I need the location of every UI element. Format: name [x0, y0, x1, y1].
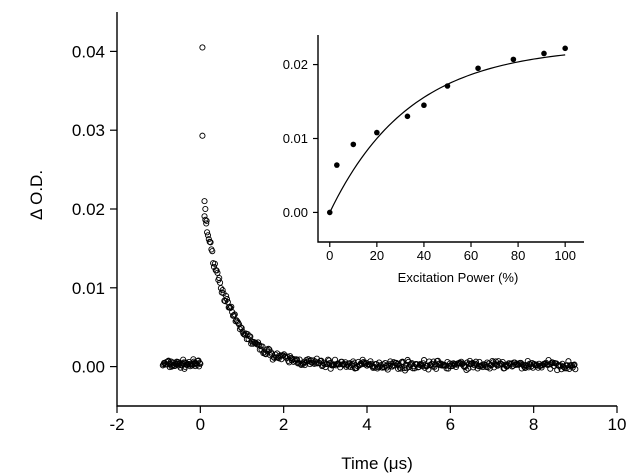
data-point [209, 248, 216, 255]
inset-plot: 0 20 40 60 80 100 0.00 0.01 0.02 Excitation Power… [283, 35, 584, 285]
data-point [201, 213, 208, 220]
x-tick-label: 100 [554, 248, 576, 263]
data-point [214, 269, 221, 276]
x-tick-label: 2 [279, 415, 288, 434]
x-tick-label: -2 [109, 415, 124, 434]
x-tick-label: 0 [196, 415, 205, 434]
y-axis-title: Δ O.D. [27, 170, 46, 220]
data-point [396, 364, 403, 371]
y-tick-label: 0.01 [283, 131, 308, 146]
data-point [240, 330, 247, 337]
data-point [259, 343, 266, 350]
data-point [234, 318, 241, 325]
inset-data-point [334, 162, 340, 168]
inset-data-point [475, 65, 481, 72]
data-point [471, 362, 478, 369]
data-point [421, 357, 428, 364]
data-point [231, 311, 238, 318]
data-point [472, 358, 479, 365]
data-point [223, 293, 230, 300]
inset-data-point [444, 83, 451, 89]
data-point [230, 312, 237, 319]
data-point [513, 360, 520, 367]
y-tick-label: 0.03 [72, 121, 105, 140]
inset-x-axis-title: Excitation Power (%) [398, 270, 519, 285]
data-point [567, 362, 575, 369]
data-point [433, 365, 440, 372]
data-point [207, 239, 214, 246]
x-tick-label: 6 [446, 415, 455, 434]
x-tick-label: 40 [417, 248, 431, 263]
data-point [199, 44, 206, 51]
x-tick-label: 60 [464, 248, 478, 263]
inset-data-point [510, 56, 517, 63]
data-point [201, 198, 208, 205]
x-tick-label: 4 [362, 415, 371, 434]
data-point [199, 132, 206, 139]
data-point [216, 275, 223, 282]
data-point [203, 220, 210, 227]
data-point [325, 357, 333, 364]
data-point [571, 361, 578, 368]
data-point [202, 216, 209, 223]
data-point [204, 232, 212, 239]
inset-data-point [541, 50, 547, 57]
data-point [217, 285, 224, 292]
axis-frame [317, 35, 584, 243]
inset-data-point [562, 45, 568, 52]
data-point [461, 364, 468, 371]
x-tick-label: 0 [326, 248, 333, 263]
y-tick-label: 0.01 [72, 279, 105, 298]
y-tick-label: 0.04 [72, 42, 105, 61]
data-point [238, 324, 245, 332]
y-tick-label: 0.02 [72, 200, 105, 219]
main-plot: -2 0 2 4 6 8 10 0.00 0.01 0.02 0.03 0.04 Time (μs) Δ … [27, 12, 626, 473]
y-tick-label: 0.00 [283, 205, 308, 220]
data-point [223, 296, 231, 303]
data-point [533, 361, 540, 368]
data-point [564, 362, 571, 369]
data-point [521, 363, 528, 370]
x-tick-label: 80 [511, 248, 525, 263]
axis-frame [116, 12, 617, 407]
x-axis-title: Time (μs) [341, 454, 413, 473]
data-point [211, 260, 218, 267]
data-point [284, 353, 291, 360]
data-point [204, 229, 211, 236]
data-point [572, 366, 579, 373]
data-point [205, 236, 212, 243]
inset-data-point [421, 102, 427, 109]
data-point [497, 360, 505, 367]
data-point [431, 363, 438, 370]
y-tick-label: 0.02 [283, 57, 308, 72]
inset-fit-curve [329, 54, 566, 213]
data-point [197, 360, 204, 367]
data-point [229, 312, 237, 319]
data-point [458, 358, 465, 365]
data-point [570, 362, 577, 369]
data-point [399, 358, 406, 365]
x-tick-label: 20 [370, 248, 384, 263]
x-tick-label: 8 [529, 415, 538, 434]
data-point [169, 362, 176, 369]
data-point [522, 364, 529, 371]
data-point [196, 359, 203, 366]
data-point [486, 365, 493, 372]
x-tick-label: 10 [608, 415, 627, 434]
data-point [325, 356, 332, 363]
inset-data-point [374, 129, 380, 136]
y-tick-label: 0.00 [72, 358, 105, 377]
data-point [457, 360, 464, 367]
data-point [202, 205, 209, 213]
inset-data-point [326, 209, 333, 216]
inset-data-point [404, 113, 411, 120]
data-point [346, 360, 353, 367]
data-point [463, 366, 470, 374]
data-point [219, 287, 226, 294]
data-point [293, 356, 301, 363]
inset-data-point [350, 141, 357, 148]
